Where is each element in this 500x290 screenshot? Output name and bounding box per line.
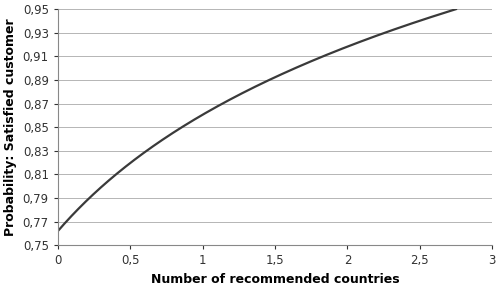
X-axis label: Number of recommended countries: Number of recommended countries — [150, 273, 400, 286]
Y-axis label: Probability: Satisfied customer: Probability: Satisfied customer — [4, 18, 17, 236]
